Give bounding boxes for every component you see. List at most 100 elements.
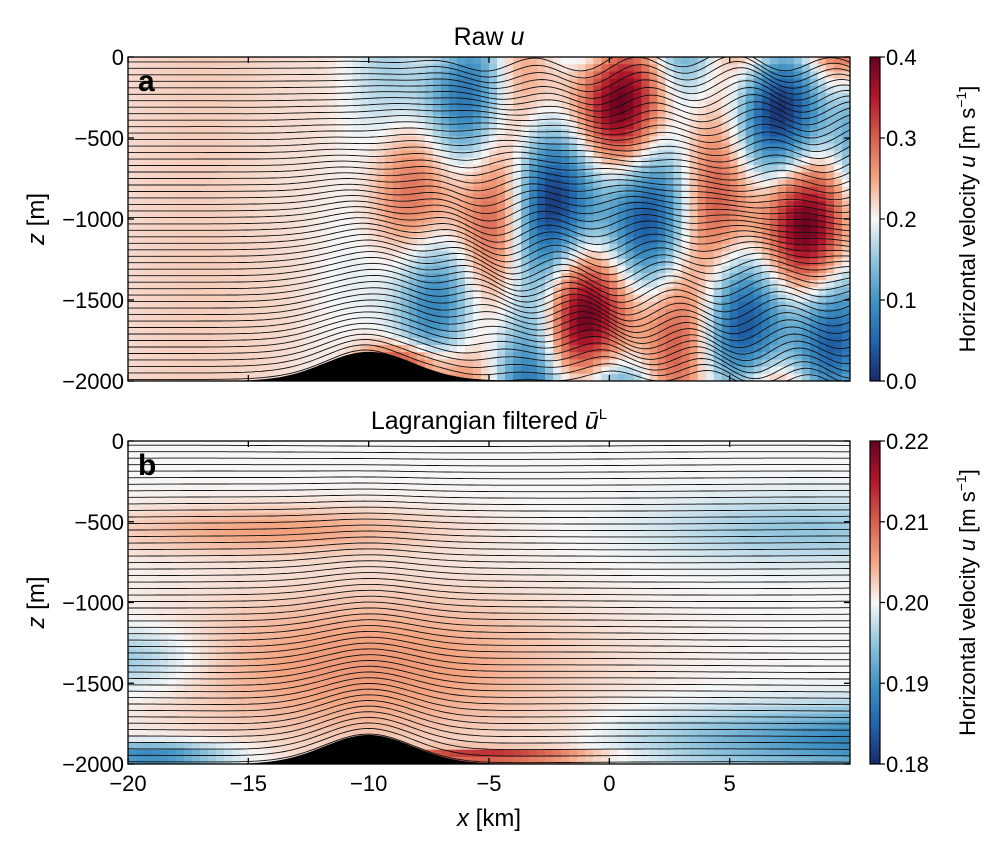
streamline: [128, 94, 850, 118]
streamline: [128, 145, 850, 163]
streamline: [128, 80, 850, 106]
streamline: [128, 274, 850, 310]
streamline: [128, 595, 850, 609]
x-tick-label: −20: [109, 771, 146, 796]
streamline: [128, 183, 850, 201]
streamline: [128, 524, 850, 531]
y-tick-label: −1500: [62, 288, 124, 313]
y-tick-label: −1000: [62, 207, 124, 232]
colorbar-tick-label: 0.21: [886, 510, 929, 535]
panel-a: 0 −500 −1000 −1500 −2000 a Raw u z [m] 0.0 0.1 0.2…: [23, 23, 980, 394]
streamline: [128, 711, 850, 738]
streamline: [128, 200, 850, 222]
streamline: [128, 163, 850, 181]
streamline: [128, 67, 850, 93]
streamline: [128, 688, 850, 712]
colorbar-tick-label: 0.3: [886, 126, 917, 151]
streamline: [128, 222, 850, 250]
panel-letter: b: [138, 449, 156, 482]
streamline: [128, 488, 850, 493]
streamline: [128, 281, 850, 316]
streamline: [128, 311, 850, 349]
streamline: [128, 233, 850, 263]
streamline: [128, 518, 850, 525]
colorbar-tick-label: 0.18: [886, 752, 929, 777]
streamline: [128, 512, 850, 519]
streamline: [128, 464, 850, 467]
streamline: [128, 129, 850, 150]
y-tick-label: 0: [112, 429, 124, 454]
y-tick-label: −2000: [62, 752, 124, 777]
streamline: [128, 245, 850, 276]
topography-seamount: [128, 734, 850, 764]
streamline: [128, 151, 850, 169]
y-axis-label: z [m]: [23, 577, 50, 630]
colorbar: [869, 440, 881, 765]
streamline: [128, 554, 850, 564]
streamline: [128, 476, 850, 480]
streamline: [128, 228, 850, 256]
colorbar-label: Horizontal velocity u [m s−1]: [953, 469, 980, 736]
streamline: [128, 716, 850, 744]
streamline: [128, 256, 850, 290]
x-tick-label: −10: [350, 771, 387, 796]
y-tick-label: −500: [74, 126, 124, 151]
streamline: [128, 619, 850, 635]
colorbar-label: Horizontal velocity u [m s−1]: [953, 86, 980, 353]
y-tick-label: −1000: [62, 591, 124, 616]
streamline: [128, 682, 850, 706]
streamline: [128, 506, 850, 512]
y-tick-label: −500: [74, 510, 124, 535]
streamline: [128, 322, 850, 362]
streamline: [128, 642, 850, 661]
streamline: [128, 176, 850, 194]
streamline: [128, 239, 850, 269]
streamline: [128, 722, 850, 751]
streamline: [128, 542, 850, 551]
streamline: [128, 107, 850, 130]
streamline: [128, 87, 850, 112]
streamline: [128, 500, 850, 506]
x-tick-label: −5: [476, 771, 501, 796]
streamline: [128, 305, 850, 342]
streamline: [128, 671, 850, 693]
streamline: [128, 189, 850, 207]
streamline: [128, 728, 850, 757]
panel-letter: a: [138, 65, 155, 98]
streamline: [128, 548, 850, 557]
y-tick-label: −2000: [62, 369, 124, 394]
streamline: [128, 206, 850, 229]
colorbar-tick-label: 0.19: [886, 671, 929, 696]
y-tick-label: −1500: [62, 671, 124, 696]
streamline: [128, 268, 850, 303]
heatmap-field: [128, 57, 850, 381]
streamline: [128, 654, 850, 674]
colorbar: [869, 56, 881, 382]
panel-title: Lagrangian filtered ūL: [371, 406, 607, 435]
streamline: [128, 339, 850, 380]
streamline: [128, 195, 850, 215]
streamline: [128, 578, 850, 590]
colorbar-tick-label: 0.4: [886, 45, 917, 70]
x-axis-label: x [km]: [456, 805, 521, 832]
colorbar-tick-label: 0.2: [886, 207, 917, 232]
streamline: [128, 613, 850, 628]
streamline: [128, 648, 850, 667]
streamline: [128, 251, 850, 283]
panel-b: −20 −15 −10 −5 0 5 0 −500 −1000 −1500 −2000 b Lagran…: [23, 406, 980, 832]
streamline: [128, 328, 850, 368]
streamline: [128, 299, 850, 335]
streamline: [128, 705, 850, 731]
streamline: [128, 287, 850, 322]
streamline: [128, 625, 850, 641]
streamline: [128, 560, 850, 570]
streamline: [128, 211, 850, 236]
x-tick-label: 5: [724, 771, 736, 796]
streamline: [128, 262, 850, 297]
streamline: [128, 114, 850, 137]
colorbar-tick-label: 0.1: [886, 288, 917, 313]
streamline: [128, 572, 850, 583]
streamline: [128, 344, 850, 381]
streamline: [128, 607, 850, 622]
